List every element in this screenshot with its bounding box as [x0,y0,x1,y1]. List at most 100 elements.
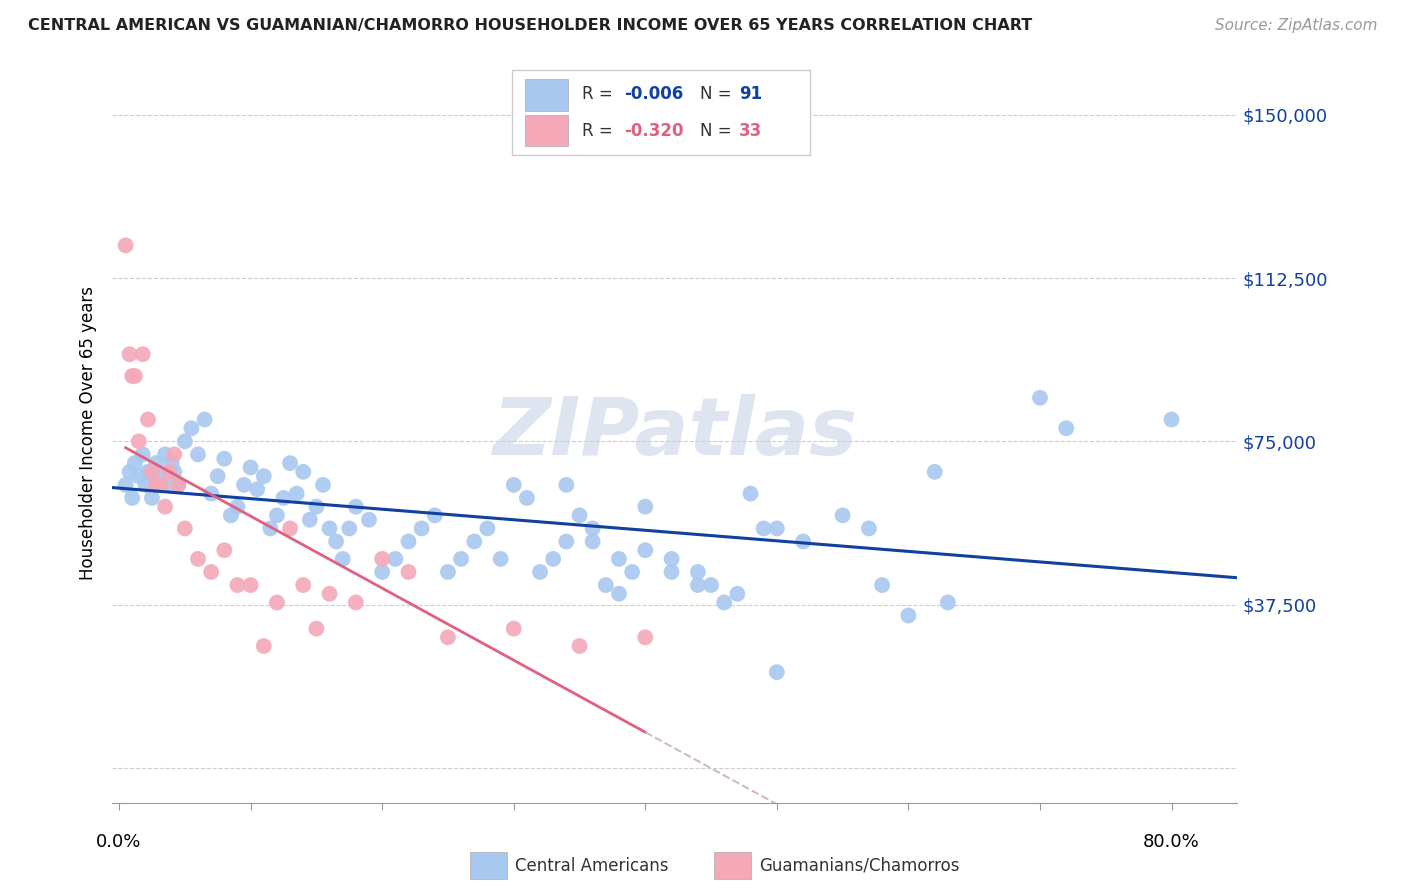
Point [141,465,163,479]
Point [259,521,281,535]
FancyBboxPatch shape [512,70,810,155]
Point [344,500,367,514]
Point [541,552,564,566]
Point [160,456,183,470]
Point [897,608,920,623]
Point [253,639,276,653]
Point [502,622,524,636]
Point [332,552,354,566]
Text: Source: ZipAtlas.com: Source: ZipAtlas.com [1215,18,1378,33]
Point [1160,412,1182,426]
Point [870,578,893,592]
Point [740,486,762,500]
Text: Guamanians/Chamorros: Guamanians/Chamorros [759,856,960,875]
Point [124,456,146,470]
Point [239,578,262,592]
Point [150,478,173,492]
Bar [526,79,568,111]
Point [477,521,499,535]
Text: 0.0%: 0.0% [97,833,142,851]
Point [136,465,159,479]
Point [150,478,173,492]
Point [226,578,249,592]
Point [437,565,460,579]
Point [200,486,222,500]
Point [292,578,315,592]
Point [411,521,433,535]
Point [167,478,190,492]
Point [686,565,709,579]
Point [153,500,176,514]
Point [180,421,202,435]
Y-axis label: Householder Income Over 65 years: Householder Income Over 65 years [79,285,97,580]
Point [207,469,229,483]
Point [163,447,186,461]
Text: R =: R = [582,122,617,140]
Point [661,565,683,579]
Point [450,552,472,566]
Point [132,347,155,361]
Point [371,565,394,579]
Point [686,578,709,592]
Point [292,465,315,479]
Text: N =: N = [700,86,737,103]
Bar [470,853,508,879]
Point [298,513,321,527]
Point [214,543,236,558]
Point [700,578,723,592]
Point [792,534,814,549]
Point [595,578,617,592]
Point [1029,391,1052,405]
Point [157,465,180,479]
Point [114,238,136,252]
Point [173,521,195,535]
Point [239,460,262,475]
Text: CENTRAL AMERICAN VS GUAMANIAN/CHAMORRO HOUSEHOLDER INCOME OVER 65 YEARS CORRELAT: CENTRAL AMERICAN VS GUAMANIAN/CHAMORRO H… [28,18,1032,33]
Point [502,478,524,492]
Text: N =: N = [700,122,737,140]
Point [634,500,657,514]
Point [246,482,269,496]
Point [357,513,380,527]
Point [118,347,141,361]
Point [148,469,170,483]
Point [167,478,190,492]
Point [200,565,222,579]
Point [766,521,789,535]
Point [145,478,167,492]
Point [423,508,446,523]
Point [273,491,295,505]
Point [337,521,360,535]
Point [114,478,136,492]
Text: 91: 91 [740,86,762,103]
Point [858,521,880,535]
Point [398,565,420,579]
Point [253,469,276,483]
Point [936,595,959,609]
Point [187,552,209,566]
Point [318,521,340,535]
Point [437,630,460,644]
Point [312,478,335,492]
Point [121,491,143,505]
Point [634,543,657,558]
Point [285,486,308,500]
Point [233,478,256,492]
Point [766,665,789,680]
Point [344,595,367,609]
Point [516,491,538,505]
Text: 80.0%: 80.0% [1143,833,1199,851]
Point [219,508,242,523]
Point [226,500,249,514]
Point [145,456,167,470]
Point [555,534,578,549]
Point [278,456,301,470]
Text: -0.320: -0.320 [624,122,683,140]
Point [634,630,657,644]
Point [529,565,551,579]
Bar [526,115,568,146]
Point [384,552,406,566]
Point [621,565,644,579]
Point [568,508,591,523]
Point [318,587,340,601]
